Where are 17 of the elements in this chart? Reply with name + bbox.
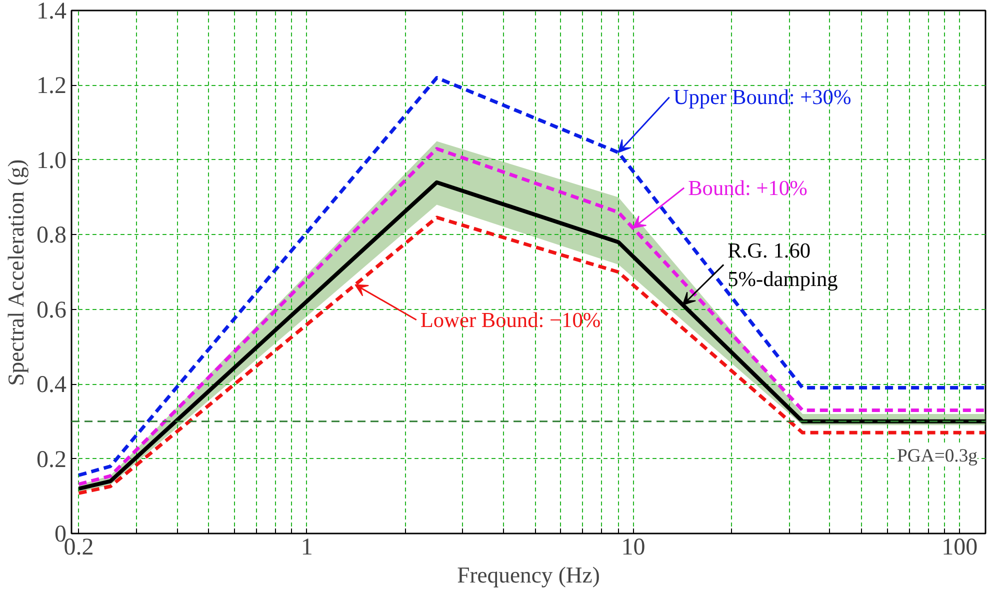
x-tick-label: 100 — [942, 534, 978, 560]
text: Upper Bound: +30% — [673, 85, 852, 110]
x-tick-label: 1 — [300, 534, 313, 560]
text: Bound: +10% — [688, 176, 808, 200]
y-tick-label: 1.4 — [36, 0, 66, 24]
ref-line-label: PGA=0.3g — [897, 445, 978, 466]
y-axis-title: Spectral Acceleration (g) — [4, 159, 28, 386]
y-tick-label: 0.8 — [36, 222, 66, 249]
y-tick-label: 1.2 — [36, 73, 66, 100]
series-label: Lower Bound: −10% — [420, 308, 601, 332]
y-tick-label: 0.6 — [36, 297, 66, 324]
series-label: R.G. 1.60 5%-damping — [728, 238, 838, 292]
y-tick-label: 0.2 — [36, 446, 66, 473]
x-tick-label: 10 — [621, 534, 646, 560]
y-tick-label: 1.0 — [36, 148, 66, 174]
x-axis-title: Frequency (Hz) — [457, 562, 600, 588]
y-tick-label: 0.4 — [36, 372, 66, 398]
